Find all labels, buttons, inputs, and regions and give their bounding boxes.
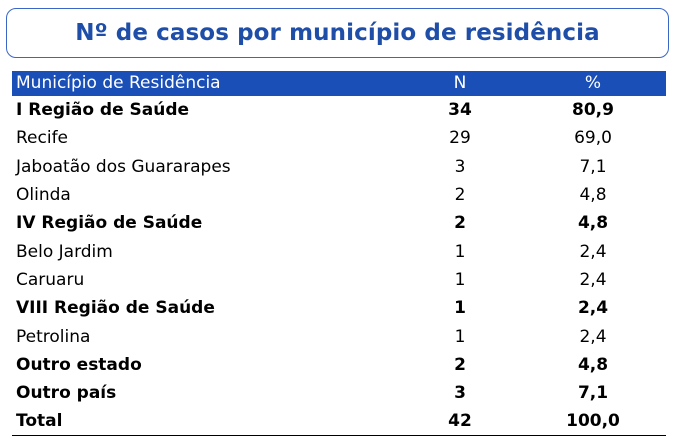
table-row: Recife 29 69,0 — [12, 124, 666, 152]
column-header-n: N — [453, 73, 467, 93]
title-box: Nº de casos por município de residência — [6, 8, 669, 58]
row-n: 2 — [454, 354, 466, 375]
cases-table: Município de Residência N % I Região de … — [12, 71, 666, 437]
row-municipio: I Região de Saúde — [16, 100, 190, 121]
row-n: 2 — [454, 185, 466, 206]
row-municipio: Belo Jardim — [16, 241, 113, 262]
row-n: 3 — [454, 156, 466, 177]
table-row: Outro país 3 7,1 — [12, 379, 666, 407]
total-label: Total — [12, 407, 400, 437]
row-municipio: Olinda — [16, 185, 71, 206]
row-percent: 7,1 — [577, 383, 609, 404]
row-percent: 4,8 — [579, 185, 607, 206]
total-percent: 100,0 — [520, 407, 666, 437]
table-row: Belo Jardim 1 2,4 — [12, 237, 666, 265]
column-header-percent: % — [584, 73, 602, 93]
table-row: I Região de Saúde 34 80,9 — [12, 96, 666, 124]
row-municipio: Outro estado — [16, 354, 142, 375]
row-percent: 4,8 — [577, 354, 609, 375]
row-percent: 4,8 — [577, 213, 609, 234]
row-percent: 2,4 — [577, 298, 609, 319]
row-percent: 2,4 — [579, 269, 607, 290]
row-n: 29 — [449, 128, 471, 149]
row-n: 2 — [454, 213, 466, 234]
table-row: Outro estado 2 4,8 — [12, 351, 666, 379]
table-row: IV Região de Saúde 2 4,8 — [12, 209, 666, 237]
column-header-municipio: Município de Residência — [16, 73, 221, 93]
row-municipio: Caruaru — [16, 269, 85, 290]
table-row: Olinda 2 4,8 — [12, 181, 666, 209]
page-title: Nº de casos por município de residência — [75, 20, 600, 46]
row-percent: 2,4 — [579, 241, 607, 262]
row-n: 1 — [454, 241, 466, 262]
table-row: Petrolina 1 2,4 — [12, 322, 666, 350]
row-n: 1 — [454, 326, 466, 347]
table-row: Jaboatão dos Guararapes 3 7,1 — [12, 153, 666, 181]
table-row: Caruaru 1 2,4 — [12, 266, 666, 294]
table-body: I Região de Saúde 34 80,9 Recife 29 69,0… — [12, 96, 666, 437]
row-percent: 80,9 — [572, 100, 614, 121]
row-municipio: Jaboatão dos Guararapes — [16, 156, 231, 177]
row-n: 34 — [448, 100, 472, 121]
row-municipio: Outro país — [16, 383, 117, 404]
row-municipio: VIII Região de Saúde — [16, 298, 215, 319]
row-n: 1 — [454, 269, 466, 290]
table-row: VIII Região de Saúde 1 2,4 — [12, 294, 666, 322]
row-percent: 7,1 — [579, 156, 607, 177]
total-n: 42 — [400, 407, 520, 437]
table-header-row: Município de Residência N % — [12, 71, 666, 96]
row-municipio: IV Região de Saúde — [16, 213, 203, 234]
row-n: 3 — [454, 383, 466, 404]
row-municipio: Petrolina — [16, 326, 91, 347]
row-n: 1 — [454, 298, 466, 319]
row-percent: 2,4 — [579, 326, 607, 347]
row-municipio: Recife — [16, 128, 69, 149]
table-total-row: Total 42 100,0 — [12, 407, 666, 437]
row-percent: 69,0 — [574, 128, 612, 149]
